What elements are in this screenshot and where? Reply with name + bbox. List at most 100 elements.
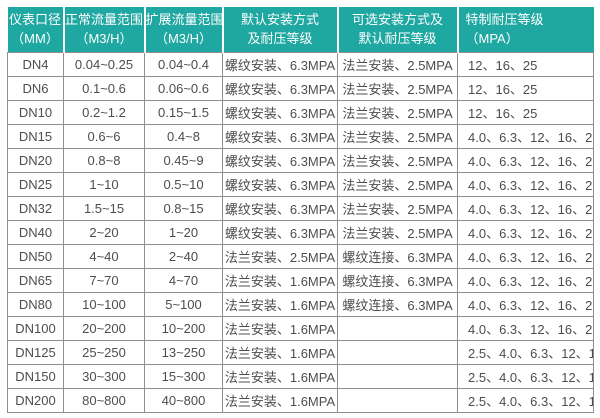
cell-diameter: DN10	[7, 99, 64, 125]
cell-extended-flow: 2~40	[144, 243, 223, 269]
cell-diameter: DN80	[7, 291, 64, 317]
cell-optional-install: 螺纹连接、6.3MPA	[337, 291, 458, 317]
cell-default-install: 法兰安装、1.6MPA	[222, 339, 338, 365]
cell-extended-flow: 0.04~0.4	[144, 51, 223, 77]
cell-normal-flow: 4~40	[63, 243, 145, 269]
cell-normal-flow: 20~200	[63, 315, 145, 341]
cell-default-install: 螺纹安装、6.3MPA	[222, 99, 338, 125]
cell-normal-flow: 0.1~0.6	[63, 75, 145, 101]
cell-normal-flow: 30~300	[63, 363, 145, 389]
cell-diameter: DN20	[7, 147, 64, 173]
cell-extended-flow: 40~800	[144, 387, 223, 413]
table-row-dn65: DN65 7~70 4~70 法兰安装、1.6MPA 螺纹连接、6.3MPA 4.0、6.…	[7, 267, 594, 293]
table-body: DN4 0.04~0.25 0.04~0.4 螺纹安装、6.3MPA 法兰安装、2.5M…	[7, 51, 594, 413]
cell-diameter: DN50	[7, 243, 64, 269]
cell-default-install: 螺纹安装、6.3MPA	[222, 75, 338, 101]
column-header-diameter: 仪表口径 （MM）	[7, 7, 64, 52]
cell-special-pressure: 4.0、6.3、12、16、25	[457, 315, 594, 341]
cell-optional-install	[337, 363, 458, 389]
table-row-dn150: DN150 30~300 15~300 法兰安装、1.6MPA 2.5、4.0、6.3、…	[7, 363, 594, 389]
cell-special-pressure: 2.5、4.0、6.3、12、16	[457, 339, 594, 365]
cell-normal-flow: 80~800	[63, 387, 145, 413]
cell-special-pressure: 4.0、6.3、12、16、25	[457, 243, 594, 269]
cell-normal-flow: 25~250	[63, 339, 145, 365]
cell-optional-install: 法兰安装、2.5MPA	[337, 123, 458, 149]
cell-default-install: 螺纹安装、6.3MPA	[222, 51, 338, 77]
table-row-dn15: DN15 0.6~6 0.4~8 螺纹安装、6.3MPA 法兰安装、2.5MPA 4.0、…	[7, 123, 594, 149]
table-row-dn80: DN80 10~100 5~100 法兰安装、1.6MPA 螺纹连接、6.3MPA 4.0…	[7, 291, 594, 317]
cell-diameter: DN4	[7, 51, 64, 77]
table-header: 仪表口径 （MM） 正常流量范围 （M3/H） 扩展流量范围 （M3/H） 默认安装方式 及耐…	[7, 7, 594, 52]
header-row: 仪表口径 （MM） 正常流量范围 （M3/H） 扩展流量范围 （M3/H） 默认安装方式 及耐…	[7, 7, 594, 52]
cell-default-install: 法兰安装、2.5MPA	[222, 243, 338, 269]
cell-default-install: 法兰安装、1.6MPA	[222, 315, 338, 341]
cell-special-pressure: 12、16、25	[457, 99, 594, 125]
cell-extended-flow: 0.4~8	[144, 123, 223, 149]
cell-diameter: DN100	[7, 315, 64, 341]
cell-normal-flow: 0.6~6	[63, 123, 145, 149]
cell-diameter: DN200	[7, 387, 64, 413]
cell-extended-flow: 4~70	[144, 267, 223, 293]
cell-default-install: 螺纹安装、6.3MPA	[222, 219, 338, 245]
cell-optional-install: 法兰安装、2.5MPA	[337, 171, 458, 197]
cell-optional-install: 螺纹连接、6.3MPA	[337, 267, 458, 293]
cell-special-pressure: 4.0、6.3、12、16、25	[457, 123, 594, 149]
cell-extended-flow: 10~200	[144, 315, 223, 341]
cell-optional-install	[337, 387, 458, 413]
table-row-dn20: DN20 0.8~8 0.45~9 螺纹安装、6.3MPA 法兰安装、2.5MPA 4.0…	[7, 147, 594, 173]
cell-diameter: DN15	[7, 123, 64, 149]
cell-default-install: 螺纹安装、6.3MPA	[222, 195, 338, 221]
table-row-dn32: DN32 1.5~15 0.8~15 螺纹安装、6.3MPA 法兰安装、2.5MPA 4.…	[7, 195, 594, 221]
cell-special-pressure: 4.0、6.3、12、16、25	[457, 195, 594, 221]
column-header-special-pressure: 特制耐压等级 （MPA）	[456, 7, 594, 52]
cell-optional-install	[337, 315, 458, 341]
cell-normal-flow: 2~20	[63, 219, 145, 245]
cell-normal-flow: 1~10	[63, 171, 145, 197]
cell-extended-flow: 0.5~10	[144, 171, 223, 197]
cell-default-install: 法兰安装、1.6MPA	[222, 387, 338, 413]
cell-default-install: 螺纹安装、6.3MPA	[222, 123, 338, 149]
cell-extended-flow: 0.15~1.5	[144, 99, 223, 125]
column-header-normal-flow: 正常流量范围 （M3/H）	[62, 7, 145, 52]
cell-optional-install: 法兰安装、2.5MPA	[337, 219, 458, 245]
cell-normal-flow: 0.04~0.25	[63, 51, 145, 77]
cell-special-pressure: 2.5、4.0、6.3、12、16	[457, 363, 594, 389]
cell-special-pressure: 4.0、6.3、12、16、25	[457, 291, 594, 317]
cell-special-pressure: 12、16、25	[457, 51, 594, 77]
cell-special-pressure: 4.0、6.3、12、16、25	[457, 267, 594, 293]
cell-extended-flow: 0.06~0.6	[144, 75, 223, 101]
cell-diameter: DN125	[7, 339, 64, 365]
cell-extended-flow: 13~250	[144, 339, 223, 365]
cell-optional-install: 法兰安装、2.5MPA	[337, 75, 458, 101]
cell-normal-flow: 0.8~8	[63, 147, 145, 173]
cell-optional-install: 法兰安装、2.5MPA	[337, 195, 458, 221]
cell-normal-flow: 1.5~15	[63, 195, 145, 221]
table-row-dn40: DN40 2~20 1~20 螺纹安装、6.3MPA 法兰安装、2.5MPA 4.0、6.…	[7, 219, 594, 245]
cell-normal-flow: 7~70	[63, 267, 145, 293]
table-row-dn25: DN25 1~10 0.5~10 螺纹安装、6.3MPA 法兰安装、2.5MPA 4.0、…	[7, 171, 594, 197]
cell-optional-install: 法兰安装、2.5MPA	[337, 99, 458, 125]
cell-optional-install	[337, 339, 458, 365]
cell-optional-install: 法兰安装、2.5MPA	[337, 147, 458, 173]
cell-optional-install: 螺纹连接、6.3MPA	[337, 243, 458, 269]
cell-extended-flow: 15~300	[144, 363, 223, 389]
table-row-dn10: DN10 0.2~1.2 0.15~1.5 螺纹安装、6.3MPA 法兰安装、2.5MP…	[7, 99, 594, 125]
cell-default-install: 法兰安装、1.6MPA	[222, 291, 338, 317]
cell-special-pressure: 12、16、25	[457, 75, 594, 101]
cell-diameter: DN40	[7, 219, 64, 245]
cell-extended-flow: 0.45~9	[144, 147, 223, 173]
table-row-dn4: DN4 0.04~0.25 0.04~0.4 螺纹安装、6.3MPA 法兰安装、2.5M…	[7, 51, 594, 77]
cell-special-pressure: 2.5、4.0、6.3、12、16	[457, 387, 594, 413]
cell-normal-flow: 10~100	[63, 291, 145, 317]
column-header-optional-install: 可选安装方式及 默认耐压等级	[336, 7, 458, 52]
cell-default-install: 法兰安装、1.6MPA	[222, 363, 338, 389]
cell-extended-flow: 5~100	[144, 291, 223, 317]
column-header-default-install: 默认安装方式 及耐压等级	[221, 7, 338, 52]
cell-diameter: DN32	[7, 195, 64, 221]
table-row-dn200: DN200 80~800 40~800 法兰安装、1.6MPA 2.5、4.0、6.3、…	[7, 387, 594, 413]
cell-optional-install: 法兰安装、2.5MPA	[337, 51, 458, 77]
cell-special-pressure: 4.0、6.3、12、16、25	[457, 147, 594, 173]
cell-extended-flow: 1~20	[144, 219, 223, 245]
table-row-dn100: DN100 20~200 10~200 法兰安装、1.6MPA 4.0、6.3、12、1…	[7, 315, 594, 341]
